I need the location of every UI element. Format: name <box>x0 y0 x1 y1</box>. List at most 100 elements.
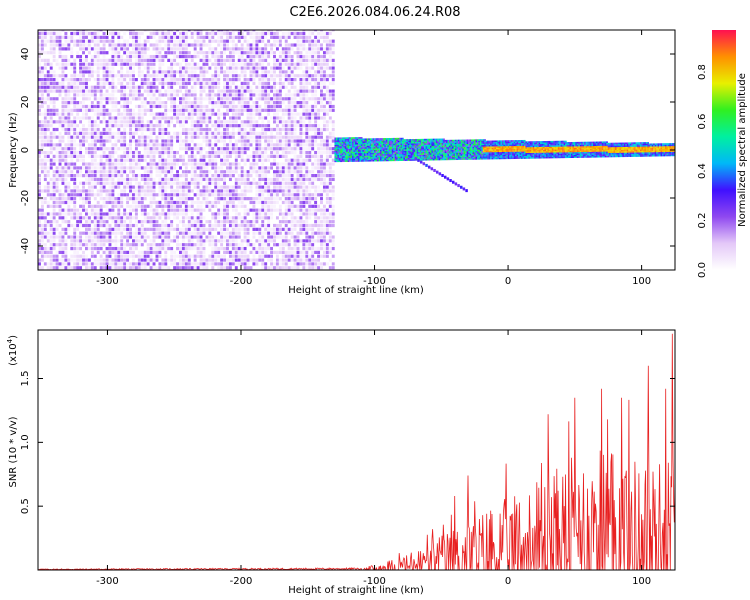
heatmap-cell <box>55 185 59 189</box>
heatmap-cell <box>140 231 144 235</box>
heatmap-cell <box>102 262 106 266</box>
heatmap-cell <box>299 78 303 82</box>
heatmap-cell <box>52 30 56 32</box>
heatmap-cell <box>275 120 279 124</box>
heatmap-cell <box>114 223 118 228</box>
heatmap-cell <box>43 216 47 220</box>
heatmap-cell <box>226 193 229 197</box>
heatmap-cell <box>240 220 244 224</box>
heatmap-cell <box>129 120 132 124</box>
heatmap-cell <box>261 250 265 254</box>
heatmap-cell <box>70 147 74 151</box>
heatmap-cell <box>105 158 109 162</box>
heatmap-cell <box>120 239 124 243</box>
heatmap-cell <box>93 124 97 128</box>
heatmap-cell <box>93 139 97 143</box>
heatmap-cell <box>223 74 226 78</box>
heatmap-cell <box>49 101 53 105</box>
heatmap-cell <box>70 189 74 193</box>
heatmap-cell <box>246 78 250 82</box>
heatmap-cell <box>299 254 303 258</box>
heatmap-cell <box>293 266 297 270</box>
heatmap-cell <box>90 108 94 112</box>
heatmap-cell <box>79 139 83 143</box>
heatmap-cell <box>87 177 91 182</box>
heatmap-cell <box>243 212 247 216</box>
heatmap-cell <box>199 143 203 147</box>
heatmap-cell <box>302 166 306 170</box>
heatmap-cell <box>240 223 244 228</box>
heatmap-cell <box>208 66 212 70</box>
heatmap-cell <box>220 43 224 47</box>
heatmap-cell <box>252 150 256 155</box>
heatmap-cell <box>52 220 56 224</box>
heatmap-cell <box>293 135 297 139</box>
heatmap-cell <box>243 131 247 135</box>
heatmap-cell <box>211 246 215 251</box>
heatmap-cell <box>214 174 218 178</box>
heatmap-cell <box>305 124 309 128</box>
heatmap-cell <box>208 120 212 124</box>
heatmap-cell <box>217 200 221 205</box>
heatmap-cell <box>179 231 182 235</box>
heatmap-cell <box>184 189 188 193</box>
heatmap-cell <box>199 66 203 70</box>
heatmap-cell <box>38 39 41 43</box>
heatmap-cell <box>179 166 182 170</box>
heatmap-cell <box>49 254 53 258</box>
heatmap-cell <box>205 51 209 55</box>
heatmap-cell <box>102 116 106 120</box>
heatmap-cell <box>55 250 59 254</box>
heatmap-cell <box>126 51 130 55</box>
heatmap-cell <box>228 85 232 89</box>
heatmap-cell <box>58 266 62 270</box>
heatmap-cell <box>296 30 300 32</box>
heatmap-cell <box>38 66 41 70</box>
heatmap-cell <box>252 51 256 55</box>
heatmap-cell <box>243 135 247 139</box>
heatmap-cell <box>261 189 265 193</box>
heatmap-cell <box>55 204 59 208</box>
heatmap-cell <box>299 193 303 197</box>
heatmap-cell <box>61 112 65 116</box>
heatmap-cell <box>85 81 88 86</box>
heatmap-cell <box>220 30 224 32</box>
heatmap-cell <box>205 104 209 109</box>
heatmap-cell <box>246 116 250 120</box>
heatmap-cell <box>284 135 288 139</box>
heatmap-cell <box>73 254 77 258</box>
heatmap-cell <box>246 185 250 189</box>
heatmap-cell <box>158 254 162 258</box>
heatmap-cell <box>281 243 285 247</box>
heatmap-cell <box>129 51 132 55</box>
heatmap-cell <box>184 85 188 89</box>
heatmap-cell <box>82 135 85 139</box>
heatmap-cell <box>76 243 80 247</box>
heatmap-cell <box>231 66 235 70</box>
heatmap-cell <box>58 212 62 216</box>
heatmap-cell <box>302 212 306 216</box>
heatmap-cell <box>249 220 253 224</box>
heatmap-cell <box>46 78 50 82</box>
heatmap-cell <box>167 258 171 262</box>
heatmap-cell <box>208 258 212 262</box>
heatmap-cell <box>134 174 138 178</box>
heatmap-cell <box>90 127 94 132</box>
heatmap-cell <box>187 231 191 235</box>
heatmap-cell <box>287 243 291 247</box>
heatmap-cell <box>123 51 127 55</box>
heatmap-cell <box>246 89 250 93</box>
heatmap-cell <box>85 258 88 262</box>
heatmap-cell <box>99 131 103 135</box>
heatmap-cell <box>299 204 303 208</box>
heatmap-cell <box>255 89 259 93</box>
heatmap-cell <box>96 212 100 216</box>
heatmap-cell <box>164 35 168 39</box>
heatmap-cell <box>93 239 97 243</box>
heatmap-cell <box>38 54 41 59</box>
heatmap-cell <box>43 166 47 170</box>
heatmap-cell <box>308 216 312 220</box>
heatmap-cell <box>231 104 235 109</box>
heatmap-cell <box>281 220 285 224</box>
